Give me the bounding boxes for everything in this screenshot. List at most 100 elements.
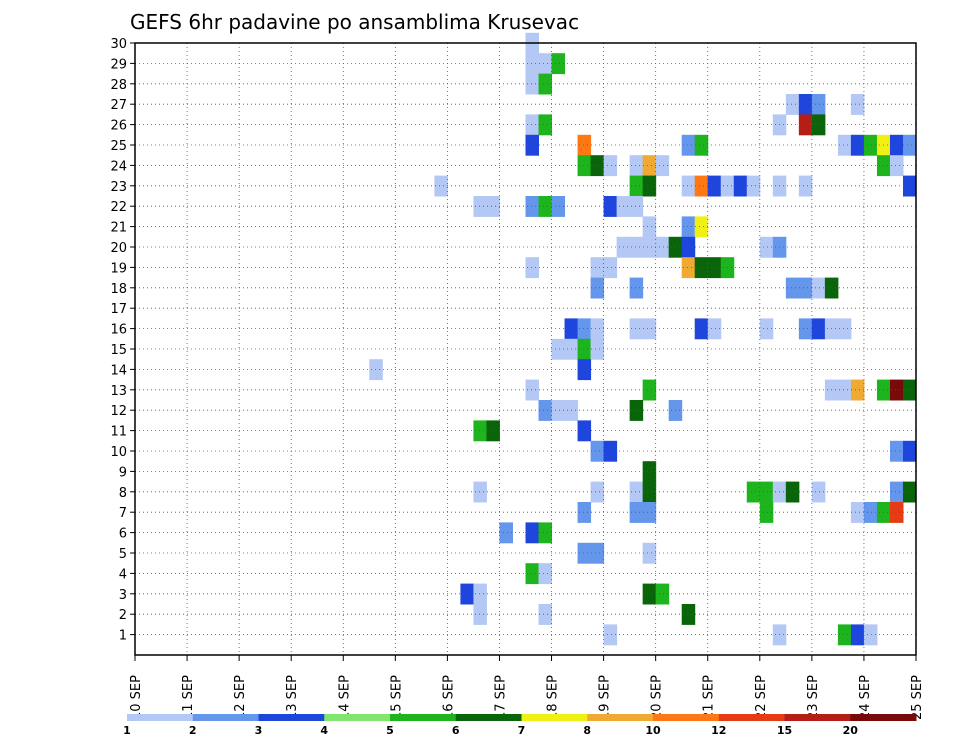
x-tick-label: 17 SEP	[493, 675, 508, 720]
y-tick-label: 12	[110, 404, 127, 419]
precip-cell	[590, 542, 605, 564]
x-tick-label: 23 SEP	[806, 675, 821, 720]
precip-cell	[902, 379, 917, 401]
precip-cell	[577, 502, 592, 523]
precip-cell	[733, 175, 748, 197]
x-tick-label: 10 SEP	[129, 675, 144, 720]
legend-label: 4	[320, 724, 328, 737]
legend-swatch	[192, 714, 259, 721]
precip-cell	[694, 134, 709, 156]
precip-cell	[694, 216, 709, 238]
precip-cell	[837, 379, 852, 401]
color-legend: 1 2 3 4 5 6 7 8 10 12 15 20	[123, 714, 917, 737]
legend-swatch	[390, 714, 457, 721]
y-tick-label: 9	[119, 465, 127, 480]
x-tick-label: 24 SEP	[858, 675, 873, 720]
precip-cell	[759, 502, 774, 523]
precip-cell	[642, 175, 657, 197]
precip-cell	[642, 155, 657, 177]
precip-cell	[785, 277, 800, 299]
legend-swatch	[850, 714, 917, 721]
precip-cell	[538, 114, 553, 136]
x-tick-label: 15 SEP	[389, 675, 404, 720]
x-tick-label: 18 SEP	[546, 675, 561, 720]
precip-cell	[681, 257, 696, 279]
precip-cell	[629, 175, 644, 197]
precip-cell	[538, 73, 553, 95]
precip-cell	[603, 155, 618, 177]
precip-cell	[525, 522, 540, 544]
precip-cell	[759, 318, 774, 340]
precip-cell	[837, 318, 852, 340]
precip-cell	[681, 134, 696, 156]
precip-cell	[863, 502, 878, 523]
precip-cell	[681, 216, 696, 238]
precip-cell	[837, 134, 852, 156]
y-tick-label: 14	[110, 363, 127, 378]
precip-cell	[642, 216, 657, 238]
precip-cell	[577, 338, 592, 360]
x-tick-label: 21 SEP	[702, 675, 717, 720]
precip-cell	[629, 481, 644, 503]
x-axis: 10 SEP 11 SEP 12 SEP 13 SEP 14 SEP 15 SEP 16 S…	[129, 655, 925, 720]
x-tick-label: 12 SEP	[233, 675, 248, 720]
precip-cell	[707, 175, 722, 197]
precip-cell	[681, 604, 696, 625]
precip-cell	[525, 196, 540, 217]
precip-cell	[642, 502, 657, 523]
legend-label: 15	[777, 724, 792, 737]
precip-cell	[577, 134, 592, 156]
y-tick-label: 28	[110, 78, 127, 93]
y-tick-label: 30	[110, 37, 127, 52]
precip-cell	[590, 440, 605, 462]
precip-cell	[798, 175, 813, 197]
precip-cell	[525, 563, 540, 585]
precip-cell	[863, 134, 878, 156]
precip-cell	[681, 175, 696, 197]
y-tick-label: 1	[119, 629, 127, 644]
legend-swatch	[258, 714, 325, 721]
legend-label: 7	[518, 724, 526, 737]
precip-cell	[889, 502, 904, 523]
legend-label: 12	[711, 724, 726, 737]
precip-cell	[538, 604, 553, 625]
legend-swatch	[455, 714, 522, 721]
y-tick-label: 19	[110, 261, 127, 276]
legend-swatch	[521, 714, 588, 721]
precip-cell	[551, 338, 566, 360]
precip-cell	[902, 175, 917, 197]
precip-cell	[473, 196, 487, 217]
y-tick-label: 4	[119, 567, 127, 582]
precip-cell	[746, 175, 761, 197]
precip-cell	[642, 542, 657, 564]
precip-cell	[811, 114, 826, 136]
precip-cell	[551, 53, 566, 75]
precip-cell	[811, 94, 826, 115]
precip-cell	[642, 318, 657, 340]
precip-cell	[850, 624, 865, 646]
y-tick-label: 5	[119, 547, 127, 562]
precip-cell	[863, 624, 878, 646]
x-tick-label: 13 SEP	[285, 675, 300, 720]
legend-label: 5	[386, 724, 394, 737]
precip-cell	[681, 236, 696, 258]
precip-cell	[525, 134, 540, 156]
precip-cell	[603, 440, 618, 462]
x-tick-label: 22 SEP	[754, 675, 769, 720]
precip-cell	[603, 624, 618, 646]
precip-cell	[850, 379, 865, 401]
precip-cell	[590, 338, 605, 360]
chart-title: GEFS 6hr padavine po ansamblima Krusevac	[130, 10, 579, 34]
y-tick-label: 7	[119, 506, 127, 521]
y-tick-label: 2	[119, 608, 127, 623]
x-tick-label: 16 SEP	[441, 675, 456, 720]
precip-cell	[603, 257, 618, 279]
precip-cell	[473, 481, 487, 503]
precip-cell	[902, 481, 917, 503]
precip-cell	[538, 53, 553, 75]
y-tick-label: 17	[110, 302, 127, 317]
precip-cell	[798, 318, 813, 340]
y-tick-label: 20	[110, 241, 127, 256]
precip-cell	[889, 134, 904, 156]
y-tick-label: 3	[119, 588, 127, 603]
